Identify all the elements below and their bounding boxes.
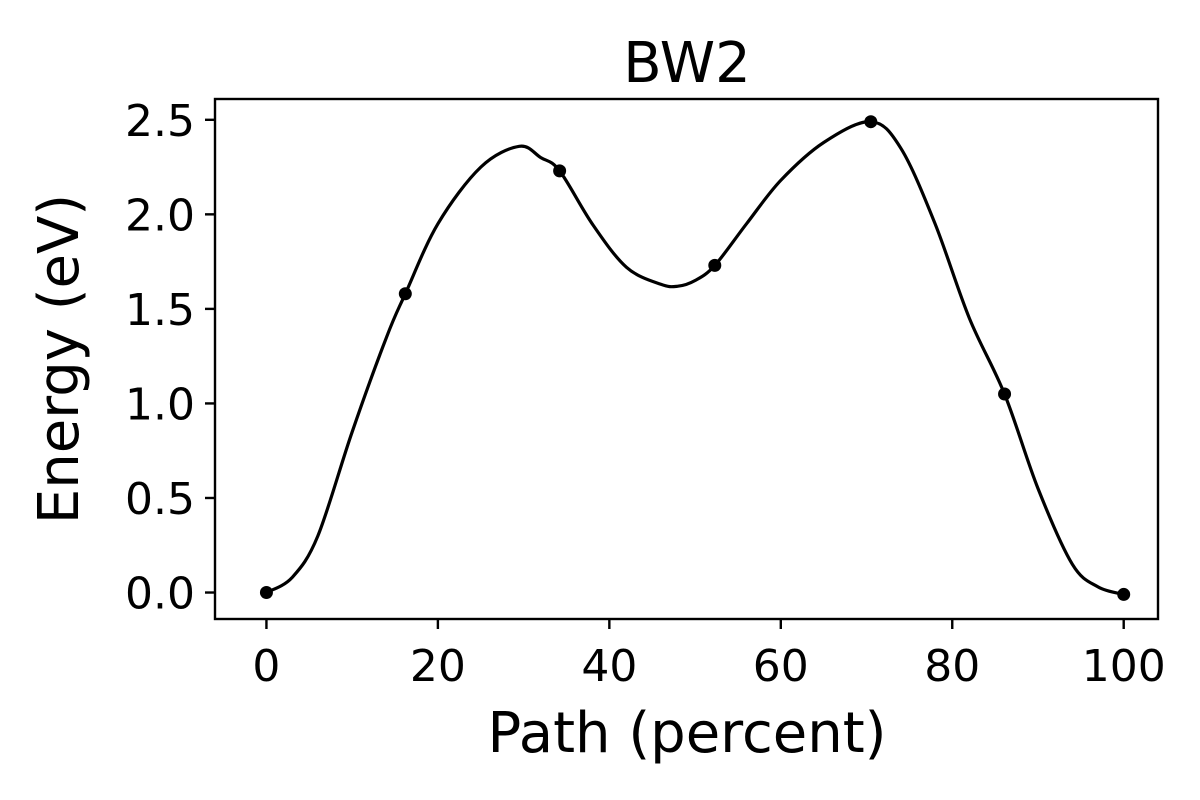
image-marker-point [260,586,273,599]
x-tick-label: 20 [410,641,466,692]
x-tick-label: 100 [1082,641,1166,692]
y-tick-label: 2.0 [125,190,195,241]
y-tick-label: 1.5 [125,285,195,336]
x-axis-ticks: 0 20 40 60 80 100 [252,619,1165,692]
chart-title: BW2 [623,31,750,96]
y-tick-label: 1.0 [125,379,195,430]
x-tick-label: 60 [753,641,809,692]
image-marker-point [708,259,721,272]
energy-curve-line [266,122,1123,595]
x-axis-title: Path (percent) [488,701,887,766]
y-tick-label: 0.0 [125,569,195,620]
x-tick-label: 40 [581,641,637,692]
image-marker-point [553,164,566,177]
image-markers [260,115,1130,601]
image-marker-point [864,115,877,128]
y-axis-ticks: 0.0 0.5 1.0 1.5 2.0 2.5 [125,96,215,620]
y-axis-title: Energy (eV) [27,194,92,524]
plot-area-frame [215,99,1158,619]
x-tick-label: 0 [252,641,280,692]
image-marker-point [998,387,1011,400]
x-tick-label: 80 [924,641,980,692]
image-marker-point [1117,588,1130,601]
y-tick-label: 2.5 [125,96,195,147]
image-marker-point [399,287,412,300]
y-tick-label: 0.5 [125,474,195,525]
